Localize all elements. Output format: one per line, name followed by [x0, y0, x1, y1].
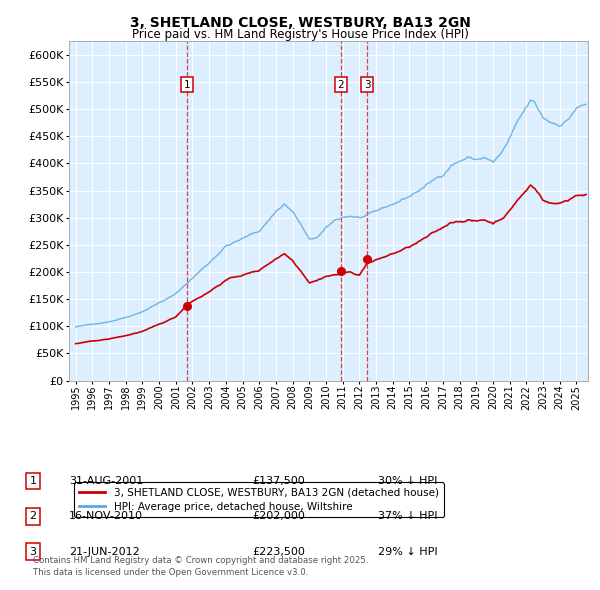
Text: 1: 1 — [184, 80, 190, 90]
Text: 2: 2 — [337, 80, 344, 90]
Text: 3, SHETLAND CLOSE, WESTBURY, BA13 2GN: 3, SHETLAND CLOSE, WESTBURY, BA13 2GN — [130, 16, 470, 30]
Text: 16-NOV-2010: 16-NOV-2010 — [69, 512, 143, 521]
Legend: 3, SHETLAND CLOSE, WESTBURY, BA13 2GN (detached house), HPI: Average price, deta: 3, SHETLAND CLOSE, WESTBURY, BA13 2GN (d… — [74, 483, 444, 517]
Text: 29% ↓ HPI: 29% ↓ HPI — [378, 547, 437, 556]
Text: 3: 3 — [29, 547, 37, 556]
Text: Price paid vs. HM Land Registry's House Price Index (HPI): Price paid vs. HM Land Registry's House … — [131, 28, 469, 41]
Text: 31-AUG-2001: 31-AUG-2001 — [69, 476, 143, 486]
Text: 3: 3 — [364, 80, 371, 90]
Text: Contains HM Land Registry data © Crown copyright and database right 2025.
This d: Contains HM Land Registry data © Crown c… — [33, 556, 368, 577]
Text: £223,500: £223,500 — [252, 547, 305, 556]
Text: 2: 2 — [29, 512, 37, 521]
Text: 21-JUN-2012: 21-JUN-2012 — [69, 547, 140, 556]
Text: £137,500: £137,500 — [252, 476, 305, 486]
Text: 30% ↓ HPI: 30% ↓ HPI — [378, 476, 437, 486]
Text: 37% ↓ HPI: 37% ↓ HPI — [378, 512, 437, 521]
Text: £202,000: £202,000 — [252, 512, 305, 521]
Text: 1: 1 — [29, 476, 37, 486]
